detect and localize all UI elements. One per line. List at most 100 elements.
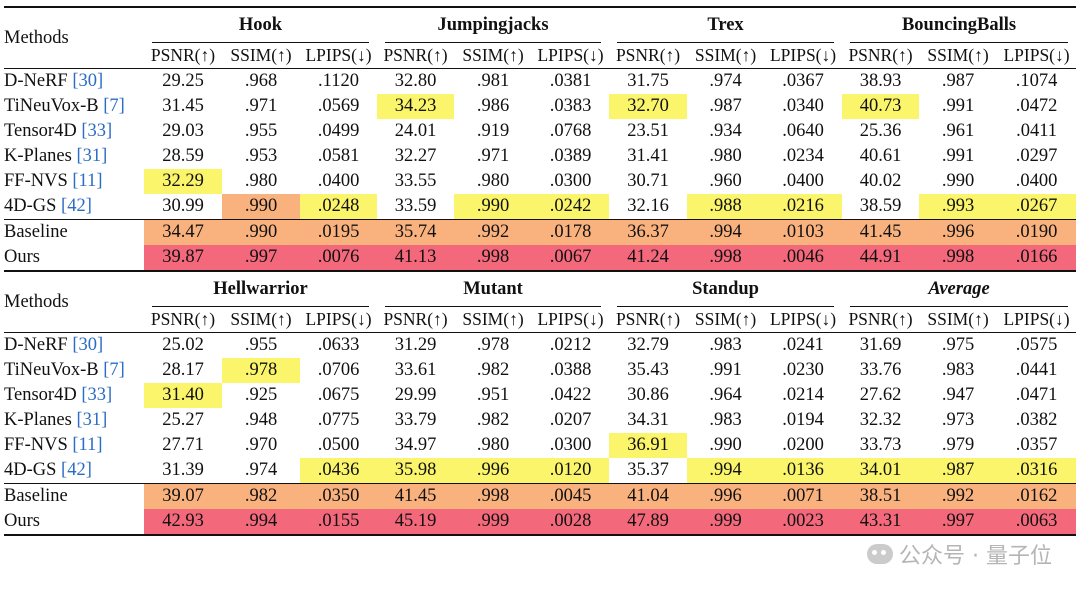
method-row: 4D-GS [42] 31.39 .974 .0436 35.98.996.0120 35… [4,458,1077,484]
metric-value: .990 [222,194,300,220]
methods-header: Methods [4,270,144,333]
metric-value: 28.59 [162,146,204,166]
metric-value: .0214 [782,385,824,405]
method-name: Tensor4D [4,121,77,141]
metric-value: .0441 [1015,360,1058,380]
metric-value: 29.03 [162,121,204,141]
metric-value: .948 [244,410,278,430]
metric-value: .991 [941,96,975,116]
metric-value: .981 [454,68,533,94]
citation-open-bracket: [ [61,196,68,216]
metric-value: .0234 [782,146,824,166]
metric-value: .934 [709,121,742,141]
metric-value: .990 [222,219,300,245]
method-name: Tensor4D [4,385,77,405]
metric-header: PSNR(↑) [615,45,681,65]
method-row: K-Planes [31] 28.59 .953 .0581 32.27 .971 .038… [4,144,1076,169]
citation-close-bracket: ] [106,385,113,405]
metric-value: .999 [687,509,765,536]
metric-value: 28.17 [162,360,204,380]
citation-number: 11 [78,171,97,191]
metric-header: LPIPS(↓) [537,309,604,329]
metric-value: .983 [687,332,765,358]
metric-value: .0071 [764,483,843,509]
metric-value: .982 [222,483,300,509]
citation-number: 7 [109,360,119,380]
metric-value: .0023 [764,509,843,536]
metric-value: .0155 [300,509,378,536]
metric-header-row: PSNR(↑) SSIM(↑) LPIPS(↓) PSNR(↑) SSIM(↑) LPIP… [4,43,1076,69]
metric-value: 44.91 [842,245,920,272]
metric-value: .0162 [997,483,1077,509]
metric-value: .980 [709,146,742,166]
metric-header-row: PSNR(↑) SSIM(↑) LPIPS(↓) PSNR(↑) SSIM(↑) LPIP… [4,307,1076,333]
metric-value: .0350 [300,483,378,509]
metric-value: .0242 [532,194,610,220]
metric-value: .987 [919,68,998,94]
method-cell: FF-NVS [11] [4,169,144,194]
metric-value: .0436 [300,458,378,484]
metric-value: .998 [687,245,765,272]
metric-value: 41.04 [609,483,688,509]
dataset-name: Average [850,272,1069,307]
method-cell: Ours [4,509,144,536]
citation-open-bracket: [ [72,435,79,455]
metric-value: .979 [941,435,975,455]
metric-value: .0216 [764,194,843,220]
method-row: D-NeRF [30] 29.25.968.1120 32.80.981.0381 3… [4,68,1077,94]
dataset-header: Standup [609,270,843,307]
metric-value: .988 [687,194,765,220]
dataset-header: Jumpingjacks [377,6,610,43]
metric-value: .993 [919,194,998,220]
metric-header: SSIM(↑) [927,45,989,65]
metric-value: 34.97 [394,435,437,455]
metric-value: .955 [244,121,278,141]
citation-number: 42 [67,460,86,480]
metric-value: .0194 [782,410,824,430]
metric-header: SSIM(↑) [230,309,292,329]
metric-value: 36.37 [609,219,688,245]
metric-value: .0411 [1016,121,1058,141]
method-cell: TiNeuVox-B [7] [4,94,144,119]
metric-value: .0248 [300,194,378,220]
metric-value: 47.89 [609,509,688,536]
metric-value: 24.01 [394,121,437,141]
metric-value: .0569 [317,96,360,116]
metric-value: .0471 [1015,385,1058,405]
citation-close-bracket: ] [118,360,125,380]
watermark-text: 公众号 · 量子位 [899,544,1052,569]
dataset-header: Trex [609,6,843,43]
metric-value: 33.55 [394,171,437,191]
metric-value: .947 [941,385,975,405]
metric-value: 34.23 [377,94,455,119]
metric-value: .0640 [782,121,824,141]
metric-value: 33.59 [394,196,437,216]
metric-value: .0063 [997,509,1077,536]
metric-value: .0166 [997,245,1077,272]
dataset-name: Jumpingjacks [385,8,602,43]
metric-value: 31.45 [162,96,204,116]
metric-value: .990 [454,194,533,220]
metric-value: 34.01 [842,458,920,484]
method-row: TiNeuVox-B [7] 31.45 .971 .0569 34.23 .986 .03… [4,94,1076,119]
metric-value: .0207 [549,410,592,430]
citation-open-bracket: [ [81,385,88,405]
metric-value: .0212 [532,332,610,358]
metric-header: LPIPS(↓) [769,45,837,65]
wechat-icon [867,544,894,564]
citation-close-bracket: ] [96,435,103,455]
metric-value: .0136 [764,458,843,484]
metric-value: .994 [687,458,765,484]
citation-open-bracket: [ [76,146,83,166]
metric-value: 41.45 [377,483,455,509]
metric-value: 27.71 [162,435,204,455]
metric-value: 32.27 [394,146,437,166]
metric-value: .990 [709,435,742,455]
results-table: Methods Hook Jumpingjacks Trex BouncingBalls… [4,6,1077,536]
metric-value: .0389 [549,146,592,166]
citation-close-bracket: ] [101,410,108,430]
method-row: Tensor4D [33] 31.40.925.0675 29.99.951.042… [4,383,1076,408]
metric-value: .980 [476,435,510,455]
metric-value: .990 [941,171,975,191]
metric-value: .0400 [782,171,824,191]
